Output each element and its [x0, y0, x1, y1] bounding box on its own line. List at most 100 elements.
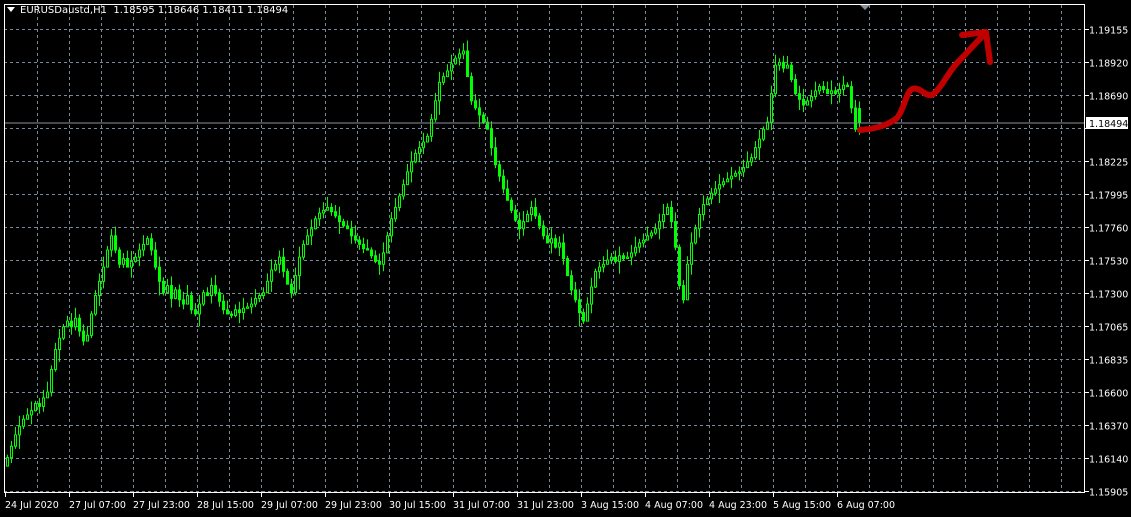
candle-body — [826, 88, 829, 95]
candle — [642, 233, 645, 248]
candle-body — [662, 214, 665, 223]
candle — [566, 255, 569, 277]
candle-body — [150, 238, 153, 251]
candle-body — [758, 138, 761, 149]
candle-body — [754, 147, 757, 159]
candle-body — [262, 292, 265, 297]
y-tick-label: 1.16835 — [1089, 356, 1128, 367]
candle — [698, 207, 701, 238]
candle-body — [166, 285, 169, 294]
candle-body — [738, 171, 741, 174]
candle-body — [718, 184, 721, 190]
candle — [370, 247, 373, 259]
candle-body — [830, 90, 833, 95]
time-axis[interactable]: 24 Jul 2020 27 Jul 07:00 27 Jul 23:00 28 Ju… — [5, 493, 895, 511]
candle — [78, 314, 81, 337]
candle — [50, 365, 53, 397]
candle — [598, 261, 601, 279]
candle — [602, 256, 605, 273]
candle-body — [190, 295, 193, 311]
candle-body — [386, 235, 389, 254]
candle — [626, 251, 629, 260]
candle — [806, 96, 809, 106]
candle — [782, 55, 785, 73]
candle-body — [734, 172, 737, 177]
candle — [10, 440, 13, 463]
drawn-arrow[interactable] — [857, 29, 993, 133]
candle — [310, 219, 313, 246]
candle-body — [438, 81, 441, 102]
candle — [94, 290, 97, 316]
candle-body — [642, 239, 645, 244]
x-tick-label: 28 Jul 15:00 — [197, 500, 254, 511]
candle — [406, 163, 409, 186]
candle — [746, 151, 749, 169]
candle — [198, 294, 201, 327]
y-tick-label: 1.19155 — [1089, 26, 1128, 37]
candle-body — [482, 114, 485, 123]
candle — [550, 228, 553, 254]
candle — [334, 204, 337, 219]
candle — [126, 250, 129, 268]
candle-body — [478, 107, 481, 116]
candle — [34, 400, 37, 412]
candle — [338, 206, 341, 234]
candle-body — [670, 206, 673, 223]
candle-body — [686, 263, 689, 301]
candle — [594, 268, 597, 288]
price-axis[interactable]: 1.19155 1.18920 1.18690 1.18225 1.17995 1.177… — [1085, 26, 1128, 499]
candle-body — [418, 147, 421, 154]
candle — [210, 277, 213, 304]
candle — [694, 224, 697, 245]
current-price-text: 1.18494 — [1089, 119, 1128, 130]
candle-body — [510, 199, 513, 211]
candle-body — [238, 309, 241, 314]
candle — [190, 291, 193, 314]
x-tick-label: 27 Jul 07:00 — [69, 500, 126, 511]
candle — [110, 229, 113, 257]
candle-body — [58, 337, 61, 351]
candle-body — [578, 299, 581, 314]
candle — [330, 203, 333, 216]
candle-body — [706, 198, 709, 206]
candle-body — [534, 206, 537, 217]
candle-body — [530, 206, 533, 216]
candle-body — [78, 317, 81, 332]
candle — [554, 234, 557, 249]
candle-body — [122, 258, 125, 265]
candle — [666, 203, 669, 216]
candle-body — [326, 206, 329, 211]
triangle-down-icon[interactable] — [7, 7, 15, 12]
candle — [678, 244, 681, 290]
candle — [234, 304, 237, 318]
candle — [178, 284, 181, 308]
candle-body — [410, 161, 413, 173]
candle — [106, 245, 109, 268]
candle — [546, 227, 549, 244]
candle-body — [638, 242, 641, 248]
shift-marker-icon[interactable] — [860, 5, 870, 10]
candle-body — [430, 118, 433, 137]
candle-body — [846, 84, 849, 88]
candle — [726, 172, 729, 183]
candle — [366, 239, 369, 251]
candle-body — [342, 221, 345, 227]
candle — [394, 198, 397, 222]
candle-body — [250, 303, 253, 308]
candle — [290, 278, 293, 299]
candle-body — [554, 238, 557, 248]
candle — [26, 408, 29, 420]
candle — [758, 129, 761, 161]
candle — [230, 311, 233, 319]
x-tick-label: 31 Jul 07:00 — [453, 500, 510, 511]
candle — [474, 94, 477, 111]
candle-body — [498, 164, 501, 177]
candle — [670, 200, 673, 229]
candle — [786, 56, 789, 69]
candle — [534, 198, 537, 220]
candle-body — [110, 235, 113, 251]
candle-body — [598, 266, 601, 272]
candle-body — [782, 61, 785, 69]
y-tick-label: 1.16140 — [1089, 455, 1128, 466]
